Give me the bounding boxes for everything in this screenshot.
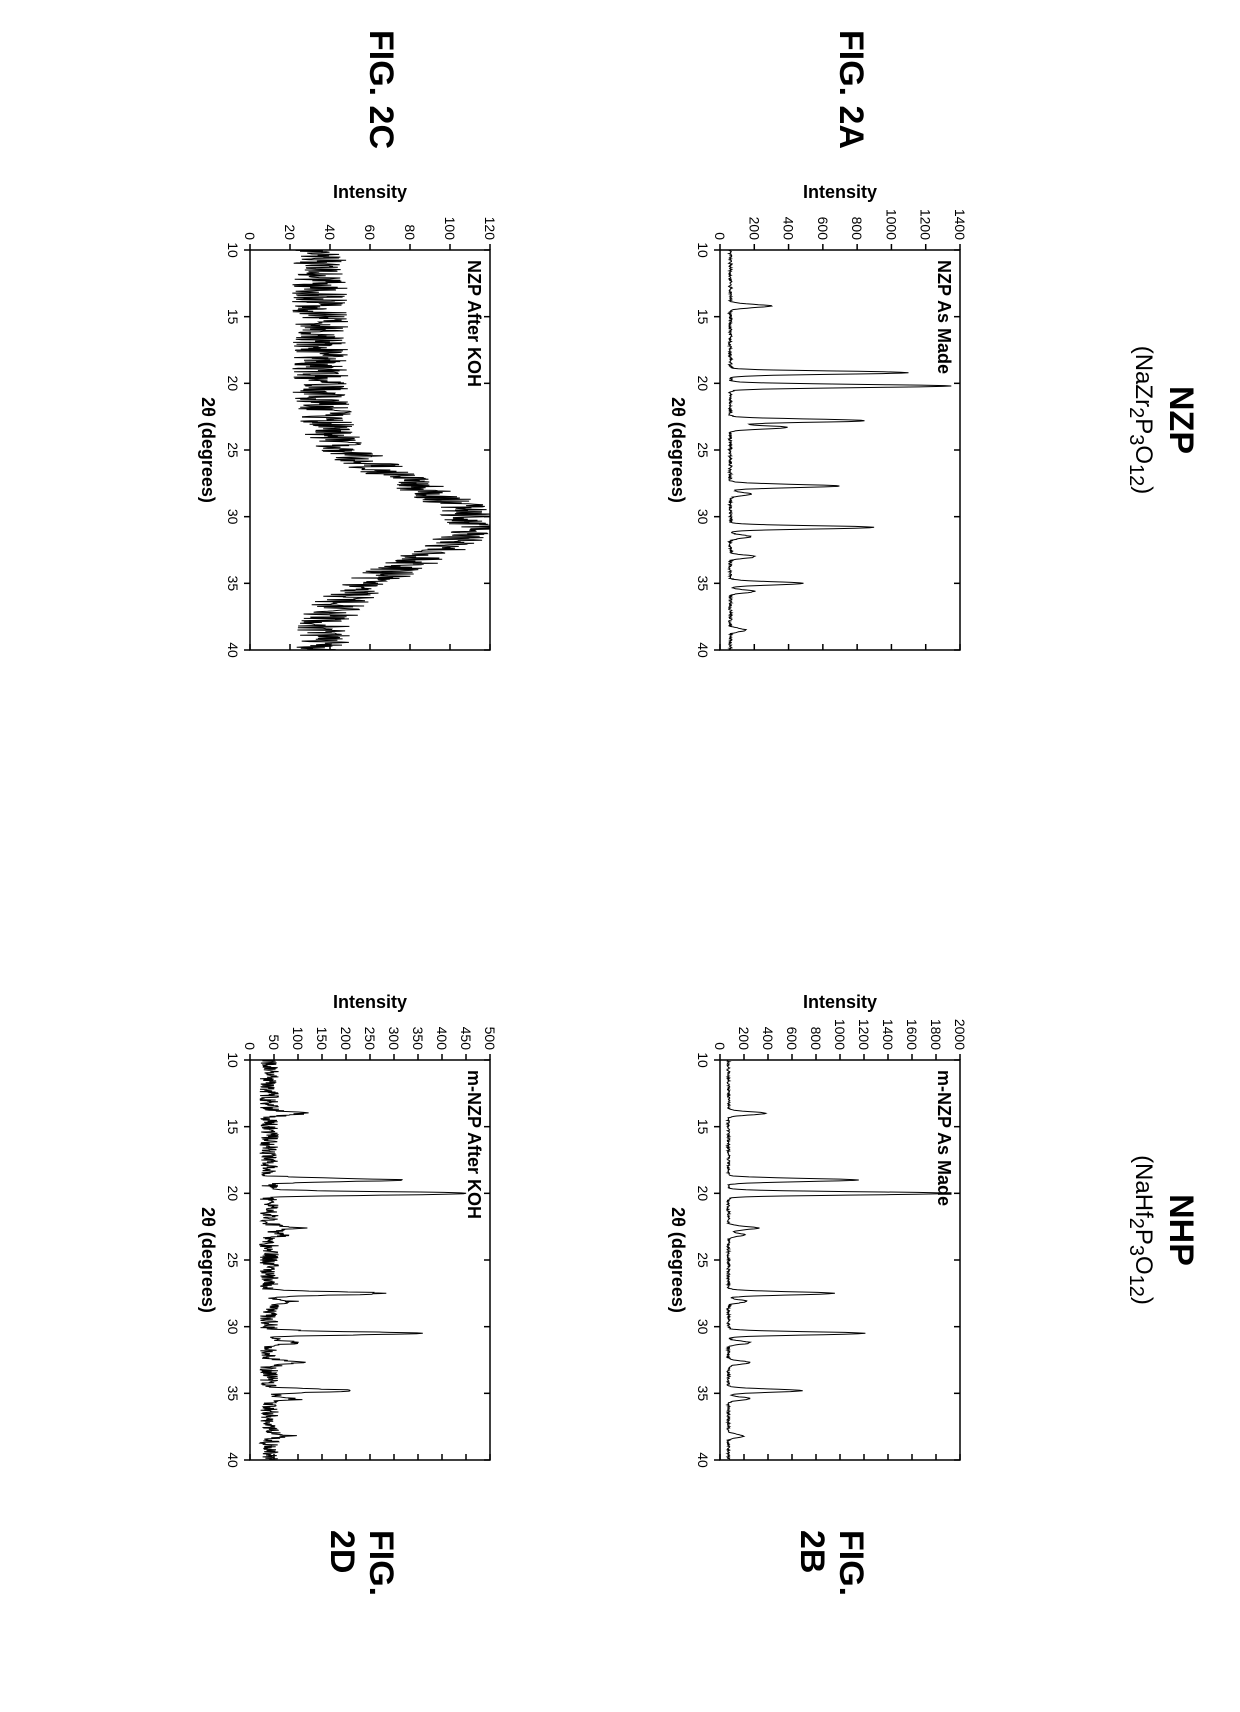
xtick-label: 10: [225, 242, 241, 258]
ytick-label: 800: [808, 1027, 824, 1051]
ytick-label: 800: [849, 217, 865, 241]
column-header: NZP(NaZr2P3O12): [1124, 220, 1200, 620]
xtick-label: 30: [695, 1319, 711, 1335]
ytick-label: 0: [242, 232, 258, 240]
ytick-label: 200: [746, 217, 762, 241]
x-axis-label: 2θ (degrees): [668, 1207, 688, 1313]
ytick-label: 450: [458, 1027, 474, 1051]
xtick-label: 25: [225, 442, 241, 458]
ytick-label: 1000: [883, 209, 899, 240]
xtick-label: 20: [695, 376, 711, 392]
material-formula: (NaHf2P3O12): [1124, 1030, 1157, 1430]
ytick-label: 300: [386, 1027, 402, 1051]
ytick-label: 1200: [856, 1019, 872, 1050]
chart-title: m-NZP After KOH: [464, 1070, 484, 1219]
ytick-label: 0: [242, 1042, 258, 1050]
ytick-label: 100: [442, 217, 458, 241]
ytick-label: 350: [410, 1027, 426, 1051]
fig-label-2b: FIG. 2B: [792, 1530, 870, 1596]
plot-frame: [250, 250, 490, 650]
ytick-label: 2000: [952, 1019, 968, 1050]
ytick-label: 400: [760, 1027, 776, 1051]
plot-frame: [720, 250, 960, 650]
chart-title: m-NZP As Made: [934, 1070, 954, 1206]
y-axis-label: Intensity: [333, 992, 407, 1012]
ytick-label: 60: [362, 224, 378, 240]
material-name: NZP: [1161, 220, 1200, 620]
xtick-label: 30: [225, 509, 241, 525]
xtick-label: 25: [695, 442, 711, 458]
ytick-label: 600: [815, 217, 831, 241]
xtick-label: 35: [695, 1386, 711, 1402]
ytick-label: 1000: [832, 1019, 848, 1050]
xtick-label: 35: [695, 576, 711, 592]
ytick-label: 150: [314, 1027, 330, 1051]
xtick-label: 40: [695, 1452, 711, 1468]
ytick-label: 50: [266, 1034, 282, 1050]
xtick-label: 35: [225, 1386, 241, 1402]
column-header: NHP(NaHf2P3O12): [1124, 1030, 1200, 1430]
xtick-label: 35: [225, 576, 241, 592]
xtick-label: 25: [225, 1252, 241, 1268]
xrd-chart-a: 101520253035400200400600800100012001400N…: [610, 180, 990, 660]
ytick-label: 1800: [928, 1019, 944, 1050]
xtick-label: 20: [225, 376, 241, 392]
xtick-label: 15: [695, 1119, 711, 1135]
x-axis-label: 2θ (degrees): [198, 397, 218, 503]
ytick-label: 1400: [880, 1019, 896, 1050]
xtick-label: 25: [695, 1252, 711, 1268]
xtick-label: 15: [695, 309, 711, 325]
y-axis-label: Intensity: [803, 992, 877, 1012]
xrd-chart-b: 1015202530354002004006008001000120014001…: [610, 990, 990, 1470]
xtick-label: 40: [695, 642, 711, 658]
ytick-label: 250: [362, 1027, 378, 1051]
xtick-label: 20: [225, 1186, 241, 1202]
ytick-label: 400: [781, 217, 797, 241]
fig-label-2c: FIG. 2C: [361, 30, 400, 149]
xtick-label: 15: [225, 1119, 241, 1135]
fig-label-2a: FIG. 2A: [831, 30, 870, 149]
xtick-label: 30: [225, 1319, 241, 1335]
ytick-label: 600: [784, 1027, 800, 1051]
material-formula: (NaZr2P3O12): [1124, 220, 1157, 620]
ytick-label: 0: [712, 232, 728, 240]
y-axis-label: Intensity: [803, 182, 877, 202]
ytick-label: 120: [482, 217, 498, 241]
xtick-label: 40: [225, 642, 241, 658]
ytick-label: 1600: [904, 1019, 920, 1050]
ytick-label: 1200: [918, 209, 934, 240]
ytick-label: 200: [338, 1027, 354, 1051]
material-name: NHP: [1161, 1030, 1200, 1430]
ytick-label: 500: [482, 1027, 498, 1051]
chart-title: NZP After KOH: [464, 260, 484, 387]
chart-title: NZP As Made: [934, 260, 954, 374]
xtick-label: 10: [225, 1052, 241, 1068]
y-axis-label: Intensity: [333, 182, 407, 202]
xtick-label: 40: [225, 1452, 241, 1468]
xrd-chart-c: 10 15 20 25 30 35 40 0 20 40 60 80 100 120 NZP After K…: [140, 180, 520, 660]
fig-label-2d: FIG. 2D: [322, 1530, 400, 1596]
x-axis-label: 2θ (degrees): [198, 1207, 218, 1313]
xtick-label: 30: [695, 509, 711, 525]
ytick-label: 100: [290, 1027, 306, 1051]
plot-frame: [720, 1060, 960, 1460]
ytick-label: 200: [736, 1027, 752, 1051]
xtick-label: 20: [695, 1186, 711, 1202]
ytick-label: 0: [712, 1042, 728, 1050]
ytick-label: 20: [282, 224, 298, 240]
x-axis-label: 2θ (degrees): [668, 397, 688, 503]
xrd-chart-d: 1015202530354005010015020025030035040045…: [140, 990, 520, 1470]
ytick-label: 80: [402, 224, 418, 240]
xtick-label: 15: [225, 309, 241, 325]
ytick-label: 40: [322, 224, 338, 240]
xtick-label: 10: [695, 242, 711, 258]
xtick-label: 10: [695, 1052, 711, 1068]
ytick-label: 400: [434, 1027, 450, 1051]
ytick-label: 1400: [952, 209, 968, 240]
